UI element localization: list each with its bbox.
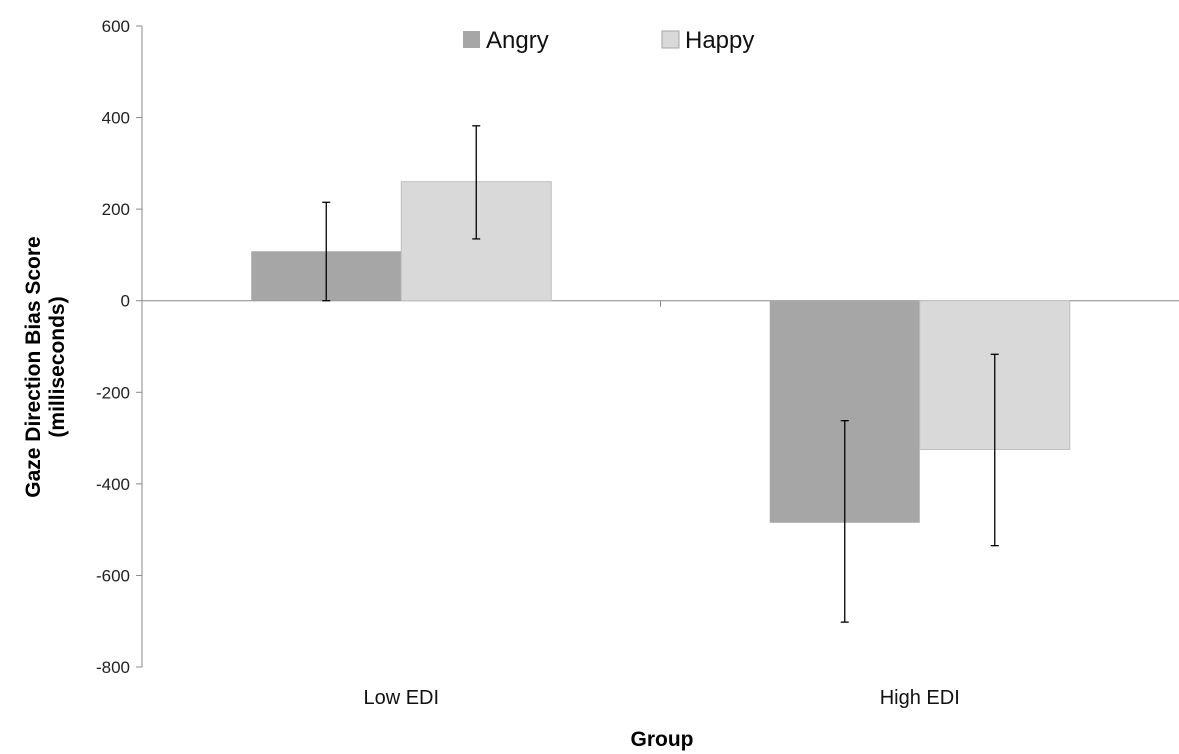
- y-tick-label: -800: [96, 658, 130, 677]
- x-category-label: High EDI: [880, 687, 960, 709]
- y-tick-label: -400: [96, 475, 130, 494]
- y-tick-label: 400: [102, 109, 130, 128]
- labels-layer: 600 400 200 0 -200 -400 -600 -800 Low EDI High ED…: [96, 17, 960, 709]
- y-tick-label: -600: [96, 566, 130, 585]
- y-axis-title-line1: Gaze Direction Bias Score: [22, 236, 45, 497]
- legend-swatch-angry: [463, 31, 480, 48]
- y-tick-label: -200: [96, 383, 130, 402]
- y-tick-label: 200: [102, 200, 130, 219]
- bars-layer: [251, 181, 1071, 523]
- x-axis-title: Group: [631, 728, 694, 751]
- y-axis-title-line2: (milliseconds): [46, 296, 69, 437]
- x-category-label: Low EDI: [363, 687, 439, 709]
- legend-label-angry: Angry: [486, 27, 549, 54]
- legend: Angry Happy: [463, 27, 754, 54]
- y-axis-title: Gaze Direction Bias Score (milliseconds): [22, 236, 69, 497]
- legend-label-happy: Happy: [685, 27, 754, 54]
- y-tick-label: 600: [102, 17, 130, 36]
- error-bars-layer: [322, 125, 999, 623]
- legend-swatch-happy: [661, 30, 680, 49]
- y-tick-label: 0: [121, 292, 130, 311]
